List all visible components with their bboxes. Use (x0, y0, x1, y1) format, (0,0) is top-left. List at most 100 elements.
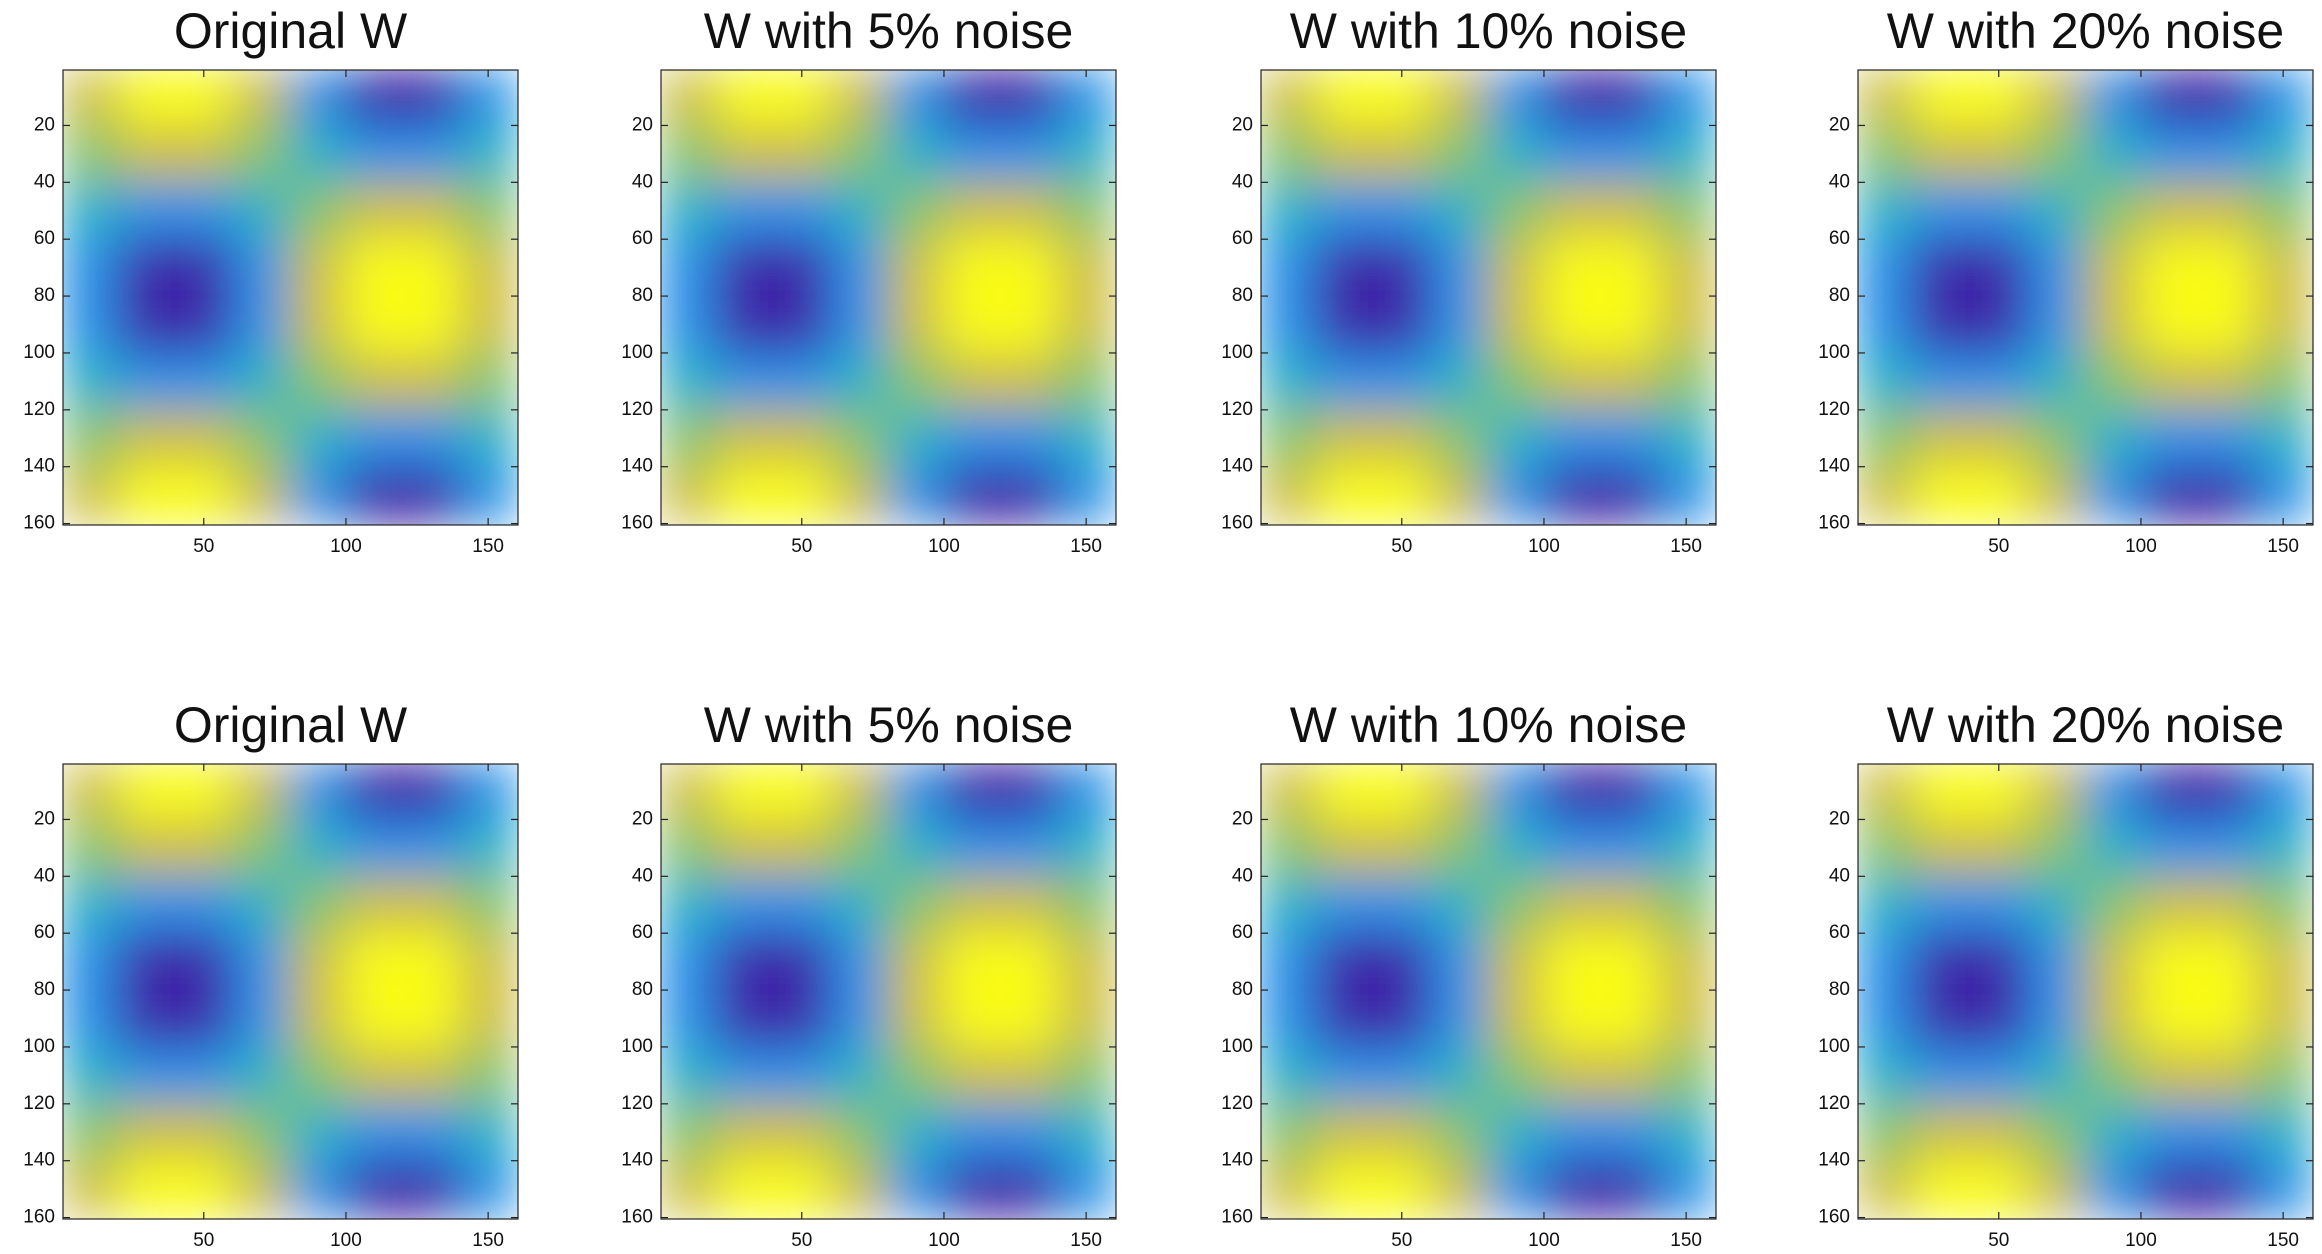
heatmap-cell (2254, 70, 2313, 126)
heatmap-cell (772, 124, 831, 183)
heatmap-cell (2140, 466, 2199, 525)
heatmap-cell (943, 818, 1002, 877)
heatmap-cell (459, 1103, 518, 1162)
heatmap-cell (402, 238, 461, 297)
heatmap-cell (2083, 124, 2142, 183)
heatmap-cell (288, 1103, 347, 1162)
heatmap-cell (1261, 1160, 1317, 1219)
y-tick-label: 100 (1221, 342, 1253, 363)
heatmap-cell (2254, 1103, 2313, 1162)
heatmap-cell (943, 295, 1002, 354)
heatmap-cell (402, 295, 461, 354)
heatmap-cell (2140, 295, 2199, 354)
heatmap-cell (1969, 875, 2028, 934)
heatmap-cell (1600, 70, 1659, 126)
heatmap-cell (1858, 764, 1914, 820)
heatmap-cell (1858, 818, 1914, 877)
heatmap-cell (1657, 70, 1716, 126)
heatmap-cell (715, 238, 774, 297)
heatmap-image (1261, 70, 1716, 525)
heatmap-cell (1657, 238, 1716, 297)
heatmap-cell (63, 124, 119, 183)
heatmap-cell (886, 295, 945, 354)
heatmap-cell (886, 181, 945, 240)
heatmap-cell (1057, 875, 1116, 934)
heatmap-cell (459, 238, 518, 297)
chart-title: W with 5% noise (704, 3, 1074, 59)
heatmap-cell (1858, 1103, 1914, 1162)
x-tick-label: 100 (1528, 1230, 1560, 1251)
heatmap-cell (886, 352, 945, 411)
x-tick-label: 150 (2267, 1230, 2299, 1251)
heatmap-cell (1600, 932, 1659, 991)
heatmap-cell (2083, 181, 2142, 240)
heatmap-cell (402, 764, 461, 820)
heatmap-cell (2140, 124, 2199, 183)
heatmap-cell (2140, 238, 2199, 297)
heatmap-cell (1969, 466, 2028, 525)
heatmap-cell (1057, 352, 1116, 411)
x-tick-label: 150 (1070, 536, 1102, 557)
heatmap-cell (402, 989, 461, 1048)
heatmap-cell (1261, 181, 1317, 240)
heatmap-cell (345, 764, 404, 820)
heatmap-cell (1429, 124, 1488, 183)
heatmap-cell (1912, 70, 1971, 126)
y-tick-label: 20 (34, 114, 55, 135)
heatmap-image (1858, 70, 2313, 525)
heatmap-cell (1657, 764, 1716, 820)
heatmap-cell (772, 989, 831, 1048)
y-tick-label: 60 (1232, 228, 1253, 249)
heatmap-cell (1858, 295, 1914, 354)
heatmap-cell (943, 238, 1002, 297)
heatmap-cell (117, 1160, 176, 1219)
heatmap-cell (1543, 181, 1602, 240)
heatmap-cell (2254, 466, 2313, 525)
heatmap-cell (1912, 238, 1971, 297)
heatmap-cell (1429, 1046, 1488, 1105)
heatmap-cell (1429, 932, 1488, 991)
heatmap-cell (231, 1046, 290, 1105)
heatmap-cell (63, 1046, 119, 1105)
y-tick-label: 40 (1232, 171, 1253, 192)
heatmap-cell (2083, 764, 2142, 820)
heatmap-cell (2140, 70, 2199, 126)
heatmap-cell (1000, 989, 1059, 1048)
heatmap-cell (2026, 70, 2085, 126)
y-tick-label: 120 (1221, 1093, 1253, 1114)
panel: Original W 20 40 60 80 100 120 140 160 50 100 150 (23, 3, 519, 557)
heatmap-cell (459, 409, 518, 468)
heatmap-cell (288, 1046, 347, 1105)
heatmap-cell (1429, 295, 1488, 354)
heatmap-cell (1486, 352, 1545, 411)
heatmap-cell (345, 409, 404, 468)
y-tick-label: 160 (1818, 513, 1850, 534)
heatmap-cell (1000, 295, 1059, 354)
y-tick-label: 100 (1221, 1036, 1253, 1057)
heatmap-cell (943, 875, 1002, 934)
heatmap-cell (1315, 295, 1374, 354)
heatmap-cell (288, 295, 347, 354)
heatmap-cell (1657, 989, 1716, 1048)
y-tick-label: 140 (621, 456, 653, 477)
heatmap-cell (2026, 764, 2085, 820)
heatmap-cell (1600, 875, 1659, 934)
heatmap-cell (1261, 352, 1317, 411)
heatmap-cell (772, 409, 831, 468)
heatmap-cell (2197, 1103, 2256, 1162)
heatmap-cell (1486, 989, 1545, 1048)
heatmap-cell (1486, 1103, 1545, 1162)
heatmap-cell (63, 764, 119, 820)
heatmap-cell (1912, 1160, 1971, 1219)
heatmap-cell (2197, 764, 2256, 820)
panel: Original W 20 40 60 80 100 120 140 160 50 100 150 (23, 697, 519, 1251)
heatmap-cell (1543, 875, 1602, 934)
heatmap-cell (1261, 70, 1317, 126)
heatmap-cell (2254, 409, 2313, 468)
heatmap-cell (1543, 764, 1602, 820)
heatmap-cell (772, 238, 831, 297)
heatmap-cell (231, 352, 290, 411)
y-tick-label: 160 (621, 1207, 653, 1228)
heatmap-cell (345, 466, 404, 525)
heatmap-cell (1657, 124, 1716, 183)
